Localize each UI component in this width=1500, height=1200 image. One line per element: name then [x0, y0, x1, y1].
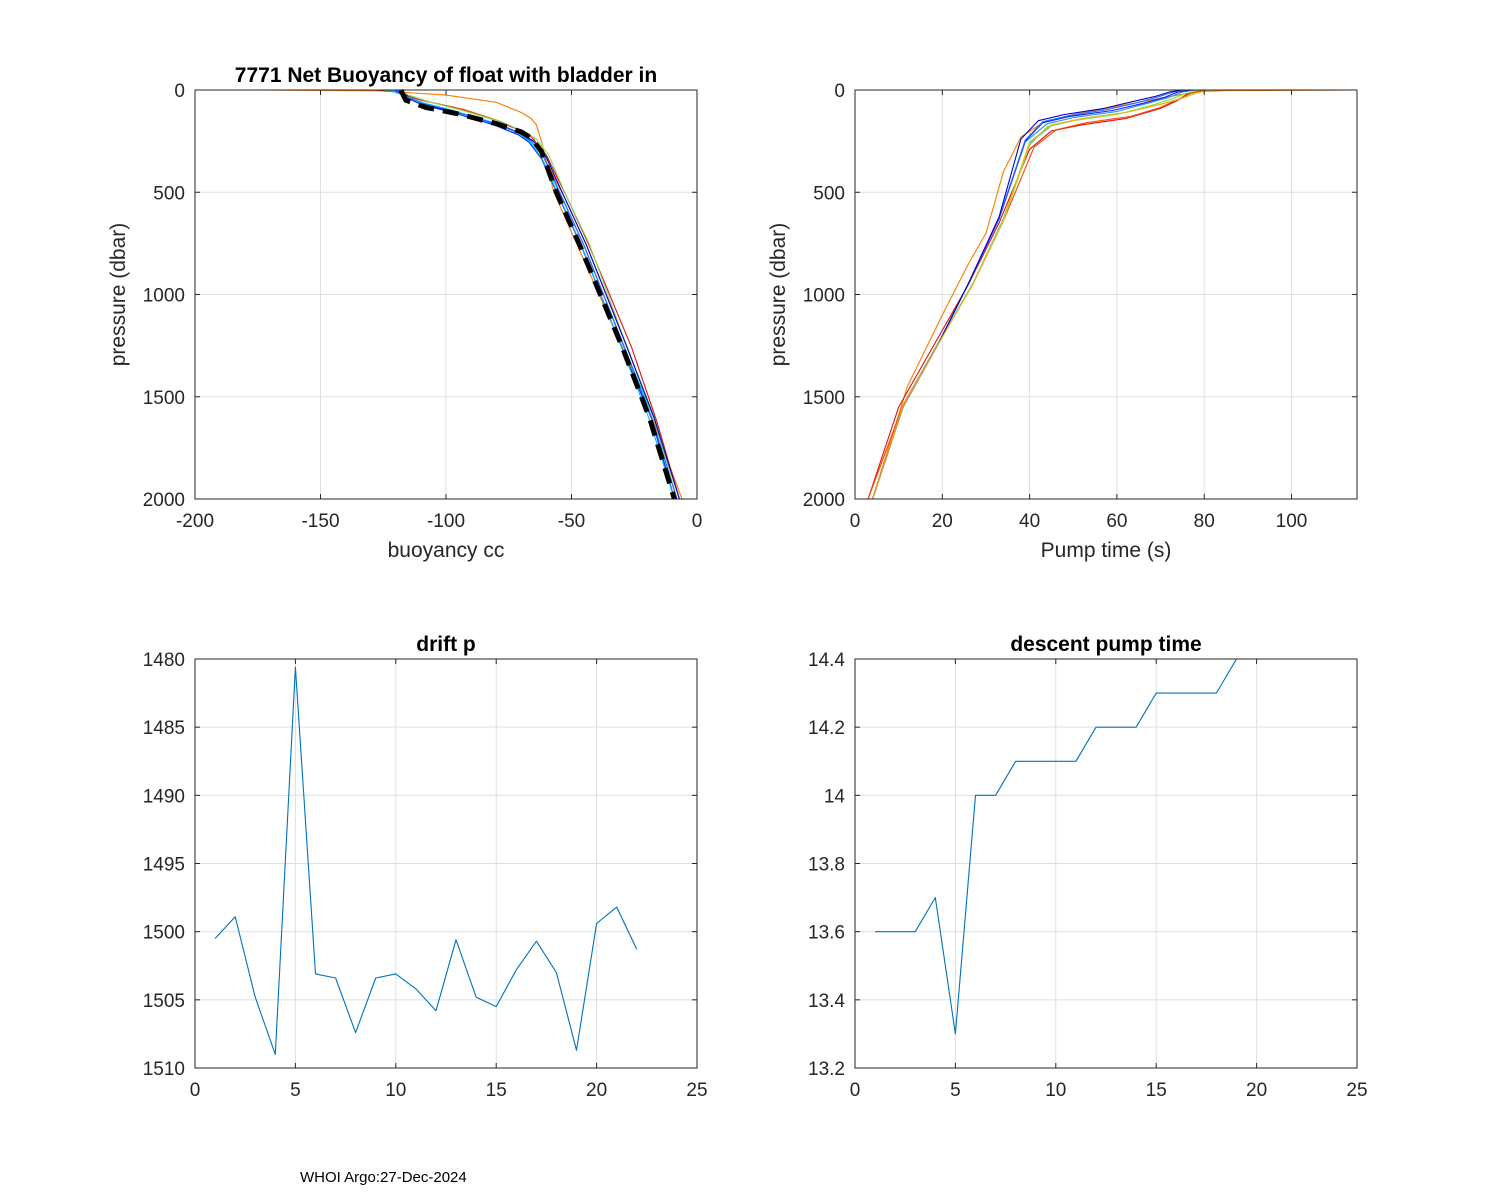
series-group — [867, 89, 1357, 500]
x-tick-label: 5 — [290, 1080, 301, 1101]
buoyancy-chart: -200 -150 -100 -50 0 0 500 1000 1500 2000 buoyancy… — [107, 64, 702, 562]
footer-text: WHOI Argo:27-Dec-2024 — [300, 1169, 467, 1186]
y-tick-label: 1000 — [143, 286, 185, 307]
drift-pressure-chart: 0 5 10 15 20 25 1480 1485 1490 1495 1500 1505 1510 dr… — [143, 633, 708, 1101]
x-tick-label: 40 — [1019, 511, 1040, 532]
x-tick-label: -150 — [301, 511, 339, 532]
y-tick-label: 1505 — [143, 991, 185, 1012]
y-tick-label: 0 — [834, 81, 845, 102]
series-line-profile-01 — [257, 89, 683, 500]
y-tick-label: 1495 — [143, 855, 185, 876]
series-line-profile-09 — [400, 89, 680, 500]
y-tick-label: 14.2 — [808, 718, 845, 739]
x-tick-label: 20 — [932, 511, 953, 532]
y-tick-label: 1485 — [143, 718, 185, 739]
y-tick-label: 0 — [174, 81, 185, 102]
x-tick-label: 10 — [385, 1080, 406, 1101]
chart-title: descent pump time — [1010, 633, 1201, 656]
chart-title: drift p — [416, 633, 475, 656]
y-tick-label: 1510 — [143, 1059, 185, 1080]
x-tick-label: 25 — [1346, 1080, 1367, 1101]
y-tick-label: 1500 — [143, 388, 185, 409]
y-tick-label: 2000 — [803, 490, 845, 511]
y-tick-label: 500 — [153, 183, 185, 204]
x-tick-label: 80 — [1194, 511, 1215, 532]
y-tick-label: 500 — [813, 183, 845, 204]
series-line-profile-10 — [871, 89, 1213, 500]
x-tick-label: -100 — [427, 511, 465, 532]
descent-pump-time-chart: 0 5 10 15 20 25 13.2 13.4 13.6 13.8 14 14.2 14.4 desc… — [808, 633, 1368, 1101]
y-tick-label: 1500 — [803, 388, 845, 409]
series-line-drift-p — [214, 666, 638, 1055]
y-tick-label: 1480 — [143, 650, 185, 671]
y-tick-label: 2000 — [143, 490, 185, 511]
x-tick-label: 15 — [1146, 1080, 1167, 1101]
y-tick-label: 14 — [824, 786, 846, 807]
x-tick-label: 25 — [686, 1080, 707, 1101]
series-group — [214, 666, 638, 1055]
x-tick-label: -50 — [558, 511, 585, 532]
series-line-descent-pump-time — [875, 658, 1297, 1035]
y-axis-label: pressure (dbar) — [107, 223, 130, 367]
x-tick-label: 0 — [850, 511, 861, 532]
x-axis-label: Pump time (s) — [1041, 539, 1172, 562]
y-tick-label: 1490 — [143, 786, 185, 807]
x-tick-label: 10 — [1045, 1080, 1066, 1101]
series-group — [257, 89, 683, 500]
y-tick-label: 1000 — [803, 286, 845, 307]
x-tick-label: 0 — [692, 511, 703, 532]
x-tick-label: 5 — [950, 1080, 961, 1101]
series-line-profile-02 — [867, 89, 1205, 500]
x-tick-label: 60 — [1106, 511, 1127, 532]
y-tick-label: 13.8 — [808, 855, 845, 876]
y-tick-label: 13.6 — [808, 923, 845, 944]
x-tick-label: -200 — [176, 511, 214, 532]
chart-title: 7771 Net Buoyancy of float with bladder … — [235, 64, 657, 87]
x-tick-label: 100 — [1276, 511, 1308, 532]
x-axis-label: buoyancy cc — [388, 539, 505, 562]
y-tick-label: 13.2 — [808, 1059, 845, 1080]
series-line-profile-10 — [388, 89, 675, 500]
y-axis-label: pressure (dbar) — [767, 223, 790, 367]
x-tick-label: 0 — [190, 1080, 201, 1101]
y-tick-label: 13.4 — [808, 991, 845, 1012]
series-group — [875, 658, 1297, 1035]
x-tick-label: 0 — [850, 1080, 861, 1101]
mean-profile-line — [398, 89, 677, 500]
y-tick-label: 14.4 — [808, 650, 845, 671]
x-tick-label: 20 — [586, 1080, 607, 1101]
x-tick-label: 15 — [486, 1080, 507, 1101]
x-tick-label: 20 — [1246, 1080, 1267, 1101]
y-tick-label: 1500 — [143, 923, 185, 944]
